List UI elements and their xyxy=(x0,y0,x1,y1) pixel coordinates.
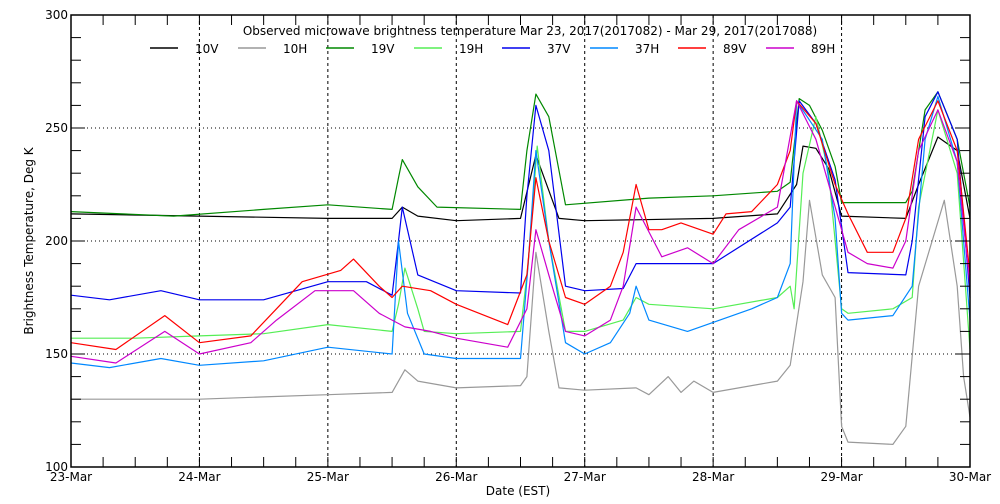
x-tick-label: 26-Mar xyxy=(435,470,477,484)
axis-ticks xyxy=(70,14,971,468)
series-line-19v xyxy=(70,91,971,217)
series-line-10h xyxy=(71,199,971,445)
x-tick-label: 23-Mar xyxy=(50,470,92,484)
y-axis-label: Brightness Temperature, Deg K xyxy=(22,146,36,334)
series-line-19h xyxy=(71,109,971,350)
series-line-89v xyxy=(70,100,971,351)
y-tick-label: 200 xyxy=(45,234,68,248)
series-line-89h xyxy=(70,100,971,364)
y-tick-label: 250 xyxy=(45,121,68,135)
legend-label-10v: 10V xyxy=(195,42,219,56)
legend-label-89h: 89H xyxy=(811,42,835,56)
legend-label-37v: 37V xyxy=(547,42,571,56)
legend-label-10h: 10H xyxy=(283,42,307,56)
legend-label-19v: 19V xyxy=(371,42,395,56)
x-axis-label: Date (EST) xyxy=(486,484,550,498)
x-tick-label: 25-Mar xyxy=(307,470,349,484)
series-line-37v xyxy=(70,91,971,301)
x-tick-label: 30-Mar xyxy=(949,470,991,484)
x-tick-labels: 23-Mar 24-Mar 25-Mar 26-Mar 27-Mar 28-Mar 29-M… xyxy=(50,470,991,484)
y-tick-label: 100 xyxy=(45,460,68,474)
x-tick-label: 24-Mar xyxy=(178,470,220,484)
series-lines xyxy=(70,91,971,445)
y-tick-label: 300 xyxy=(45,8,68,22)
y-tick-label: 150 xyxy=(45,347,68,361)
chart-title: Observed microwave brightness temperatur… xyxy=(243,24,817,38)
y-tick-labels: 100 150 200 250 300 xyxy=(45,8,68,474)
legend-label-89v: 89V xyxy=(723,42,747,56)
legend-label-37h: 37H xyxy=(635,42,659,56)
x-tick-label: 28-Mar xyxy=(692,470,734,484)
series-line-37h xyxy=(70,95,971,369)
x-tick-label: 27-Mar xyxy=(564,470,606,484)
legend: 10V 10H 19V 19H 37V 37H 89V 89H xyxy=(150,42,835,56)
legend-label-19h: 19H xyxy=(459,42,483,56)
x-tick-label: 29-Mar xyxy=(820,470,862,484)
